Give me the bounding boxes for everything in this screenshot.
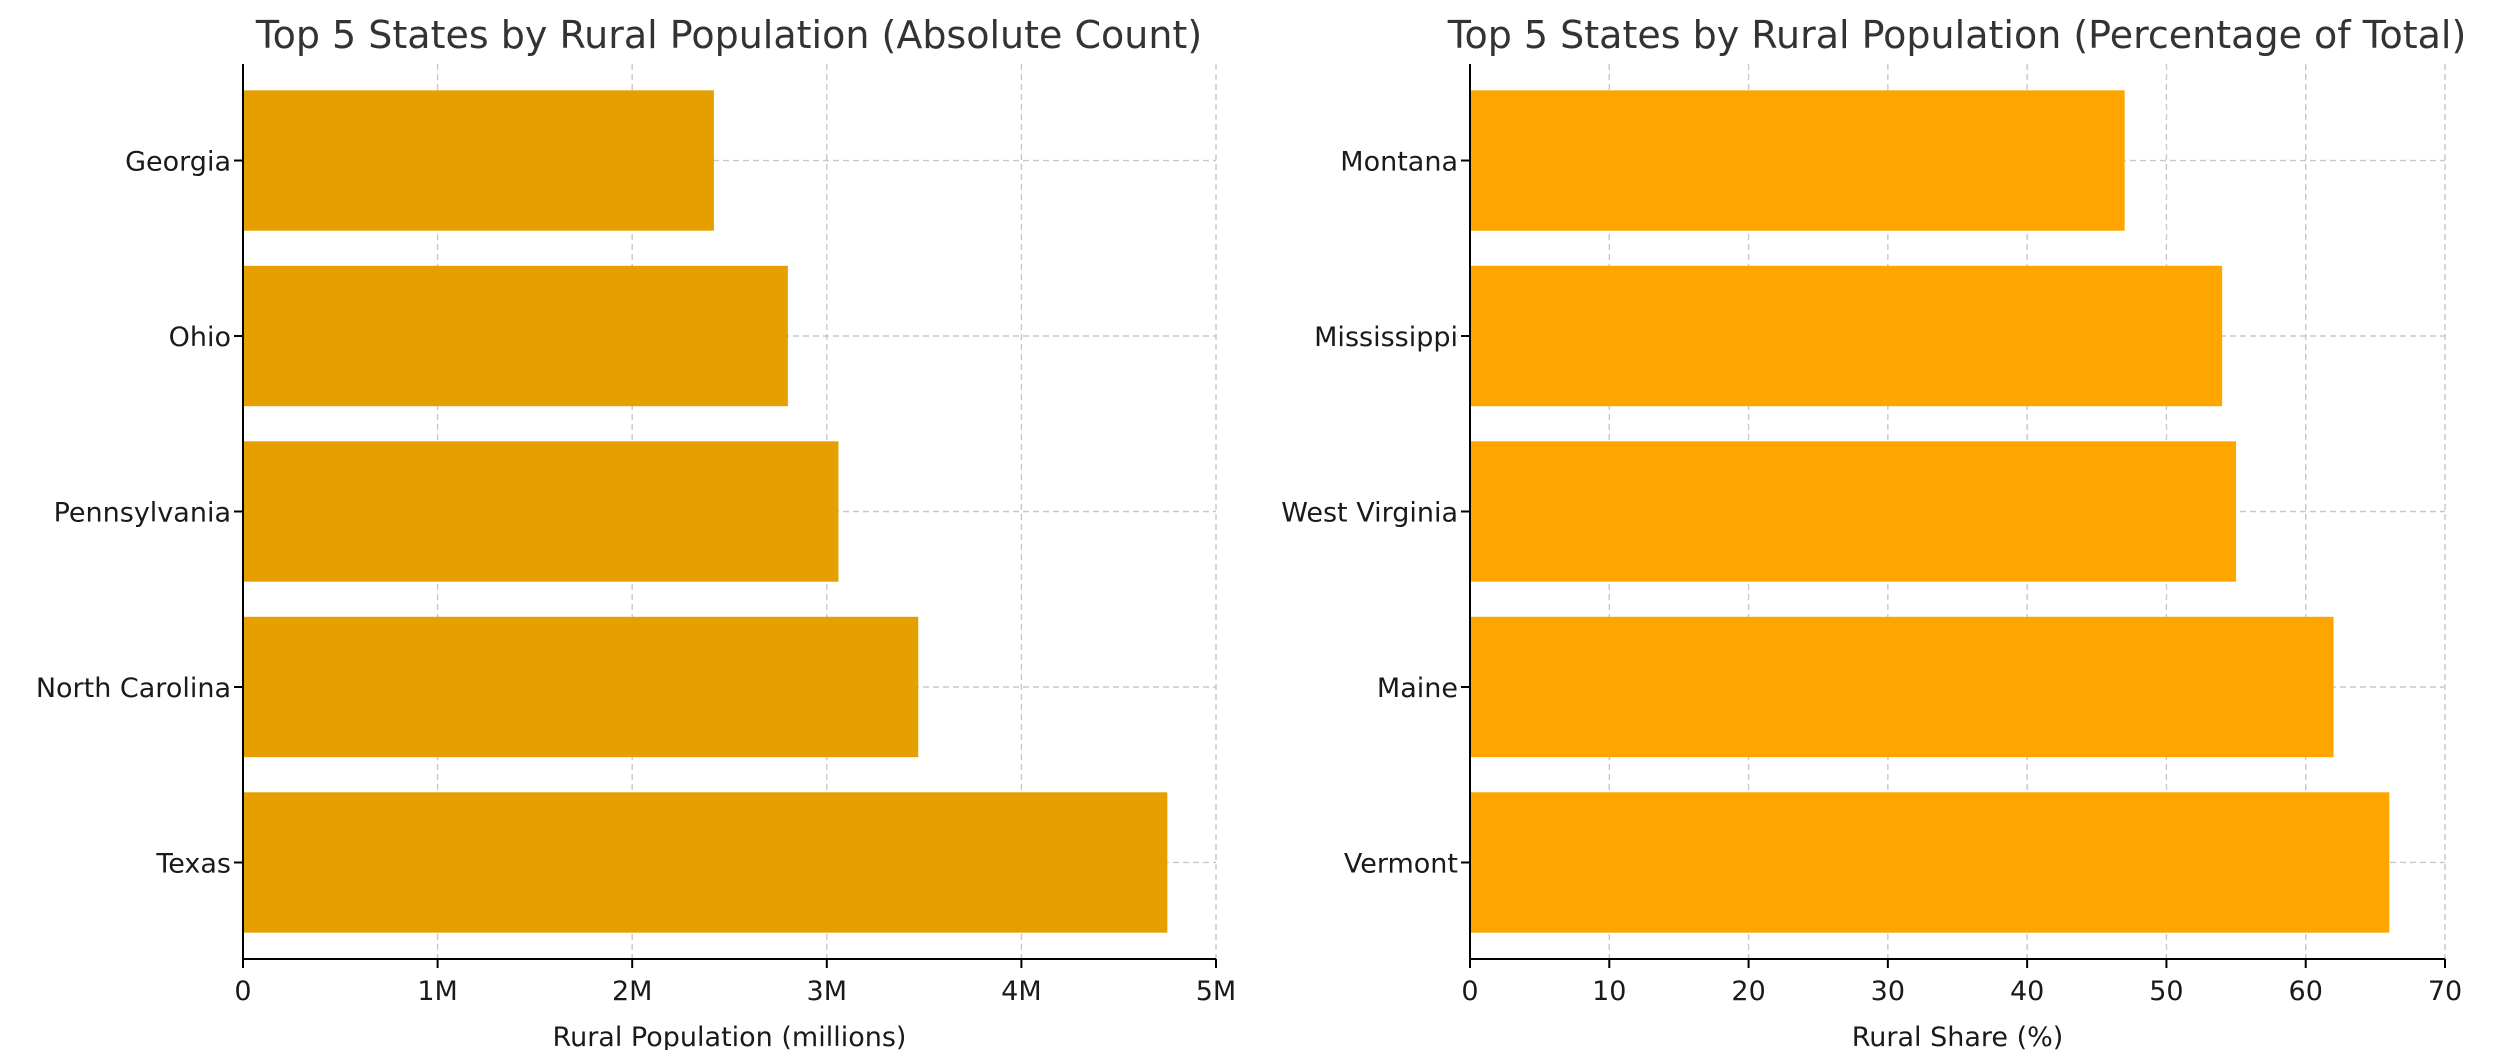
bar-west-virginia: [1470, 441, 2237, 582]
x-tick-label: 50: [2149, 976, 2183, 1007]
y-tick-label: Maine: [1377, 673, 1458, 704]
x-tick-label: 10: [1592, 976, 1626, 1007]
bar-georgia: [243, 90, 714, 231]
x-tick-label: 30: [1871, 976, 1905, 1007]
x-tick-label: 3M: [807, 976, 847, 1007]
y-tick-label: Pennsylvania: [54, 498, 231, 529]
x-axis-label: Rural Share (%): [1852, 1022, 2064, 1050]
y-tick-label: Ohio: [169, 322, 231, 353]
bar-north-carolina: [243, 616, 919, 758]
x-tick-label: 40: [2010, 976, 2044, 1007]
absolute-count-chart: Top 5 States by Rural Population (Absolu…: [36, 13, 1236, 1050]
x-tick-label: 0: [1461, 976, 1478, 1007]
bar-ohio: [243, 265, 788, 407]
bar-vermont: [1470, 792, 2390, 933]
y-tick-label: Mississippi: [1314, 322, 1458, 353]
bar-pennsylvania: [243, 441, 839, 582]
y-tick-label: West Virginia: [1281, 498, 1458, 529]
x-tick-label: 1M: [417, 976, 457, 1007]
x-tick-label: 20: [1731, 976, 1765, 1007]
y-tick-label: Texas: [155, 848, 231, 879]
chart-title: Top 5 States by Rural Population (Absolu…: [255, 13, 1202, 57]
y-tick-label: Montana: [1340, 147, 1458, 178]
x-tick-label: 0: [234, 976, 251, 1007]
y-tick-label: North Carolina: [36, 673, 231, 704]
x-tick-label: 70: [2428, 976, 2462, 1007]
x-axis-label: Rural Population (millions): [553, 1022, 907, 1050]
x-tick-label: 2M: [612, 976, 652, 1007]
x-tick-label: 5M: [1196, 976, 1236, 1007]
y-tick-label: Vermont: [1344, 848, 1458, 879]
bar-texas: [243, 792, 1168, 933]
chart-title: Top 5 States by Rural Population (Percen…: [1447, 13, 2467, 57]
x-tick-label: 60: [2289, 976, 2323, 1007]
bar-montana: [1470, 90, 2125, 231]
y-tick-label: Georgia: [125, 147, 231, 178]
percentage-share-chart: Top 5 States by Rural Population (Percen…: [1281, 13, 2466, 1050]
x-tick-label: 4M: [1001, 976, 1041, 1007]
bar-mississippi: [1470, 265, 2223, 407]
bar-maine: [1470, 616, 2334, 758]
